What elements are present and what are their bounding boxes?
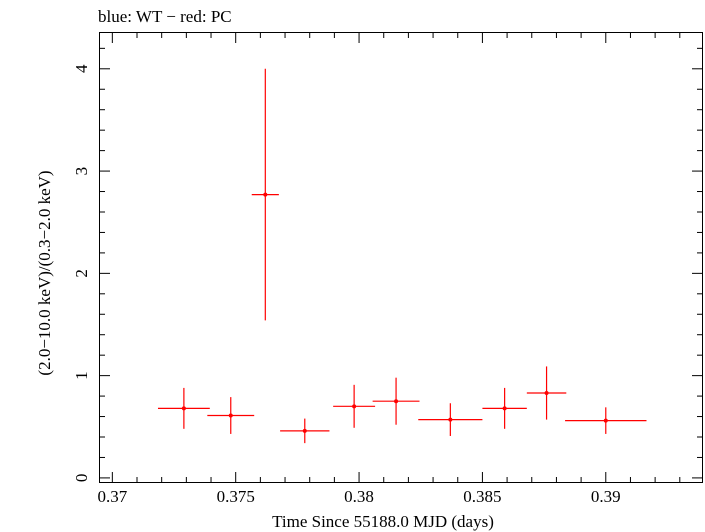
data-point: [207, 397, 255, 434]
x-axis-label: Time Since 55188.0 MJD (days): [272, 512, 494, 531]
chart-title: blue: WT − red: PC: [98, 7, 232, 26]
data-point: [251, 68, 279, 321]
x-tick-label: 0.375: [217, 487, 255, 506]
data-marker: [352, 404, 357, 409]
y-tick-label: 3: [72, 167, 91, 176]
x-tick-label: 0.38: [344, 487, 374, 506]
data-marker: [394, 399, 399, 404]
data-marker: [228, 413, 233, 418]
data-point: [526, 366, 567, 420]
data-point: [280, 418, 330, 444]
y-axis-ticks: 0 1 2 3 4: [72, 47, 702, 483]
data-point: [157, 387, 210, 429]
data-marker: [544, 391, 549, 396]
plot-frame: [99, 32, 703, 483]
data-point: [565, 407, 647, 434]
y-tick-label: 1: [72, 371, 91, 380]
data-marker: [263, 192, 268, 197]
data-point: [482, 387, 527, 429]
x-tick-label: 0.385: [463, 487, 501, 506]
data-point: [333, 384, 376, 428]
data-marker: [448, 417, 453, 422]
y-tick-label: 2: [72, 269, 91, 278]
y-axis-label: (2.0−10.0 keV)/(0.3−2.0 keV): [35, 170, 54, 375]
x-tick-label: 0.39: [591, 487, 621, 506]
data-point: [372, 377, 420, 425]
data-marker: [302, 428, 307, 433]
data-point: [418, 403, 483, 436]
data-marker: [502, 406, 507, 411]
data-series-pc: [157, 68, 647, 444]
y-tick-label: 0: [72, 474, 91, 483]
x-tick-label: 0.37: [97, 487, 127, 506]
y-tick-label: 4: [72, 64, 91, 73]
data-marker: [603, 418, 608, 423]
x-axis-ticks: 0.37 0.375 0.38 0.385 0.39: [97, 33, 681, 506]
data-marker: [181, 406, 186, 411]
